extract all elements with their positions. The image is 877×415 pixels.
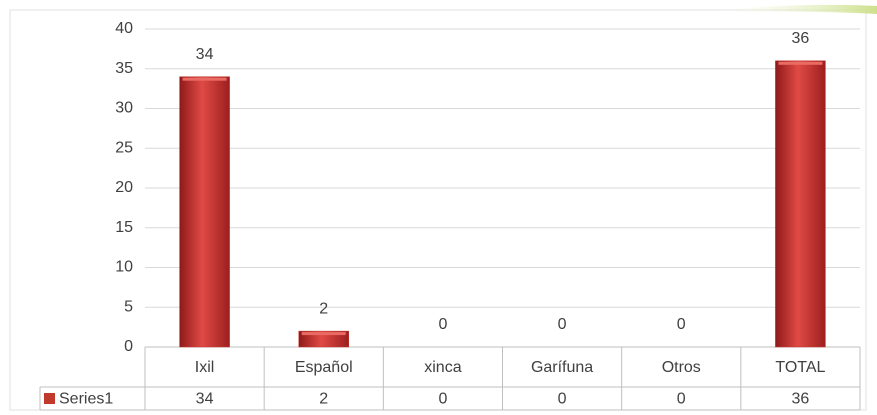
legend-key <box>44 393 55 404</box>
legend-label: Series1 <box>59 391 113 408</box>
y-tick-label: 25 <box>115 139 133 156</box>
data-label: 0 <box>558 316 567 333</box>
table-value: 0 <box>438 391 447 408</box>
data-label: 0 <box>677 316 686 333</box>
x-tick-label: TOTAL <box>775 359 825 376</box>
bar <box>179 76 230 348</box>
x-tick-label: Español <box>295 359 353 376</box>
x-tick-label: Otros <box>662 359 701 376</box>
table-value: 34 <box>196 391 214 408</box>
bar <box>775 60 826 348</box>
data-label: 2 <box>319 300 328 317</box>
bar-cap <box>182 77 227 81</box>
y-tick-label: 35 <box>115 60 133 77</box>
y-tick-label: 0 <box>124 338 133 355</box>
decoration <box>700 4 877 14</box>
x-tick-label: xinca <box>424 359 461 376</box>
data-label: 34 <box>196 46 214 63</box>
bar-cap <box>778 61 823 65</box>
y-tick-label: 15 <box>115 219 133 236</box>
table-value: 2 <box>319 391 328 408</box>
y-tick-label: 10 <box>115 259 133 276</box>
table-value: 0 <box>558 391 567 408</box>
y-tick-label: 5 <box>124 298 133 315</box>
table-value: 36 <box>792 391 810 408</box>
y-tick-label: 30 <box>115 100 133 117</box>
bar-cap <box>301 332 346 336</box>
y-tick-label: 40 <box>115 20 133 37</box>
y-tick-label: 20 <box>115 179 133 196</box>
x-tick-label: Garífuna <box>531 359 593 376</box>
x-tick-label: Ixil <box>195 359 215 376</box>
chart-border <box>9 9 867 411</box>
data-label: 0 <box>438 316 447 333</box>
data-label: 36 <box>792 30 810 47</box>
table-value: 0 <box>677 391 686 408</box>
